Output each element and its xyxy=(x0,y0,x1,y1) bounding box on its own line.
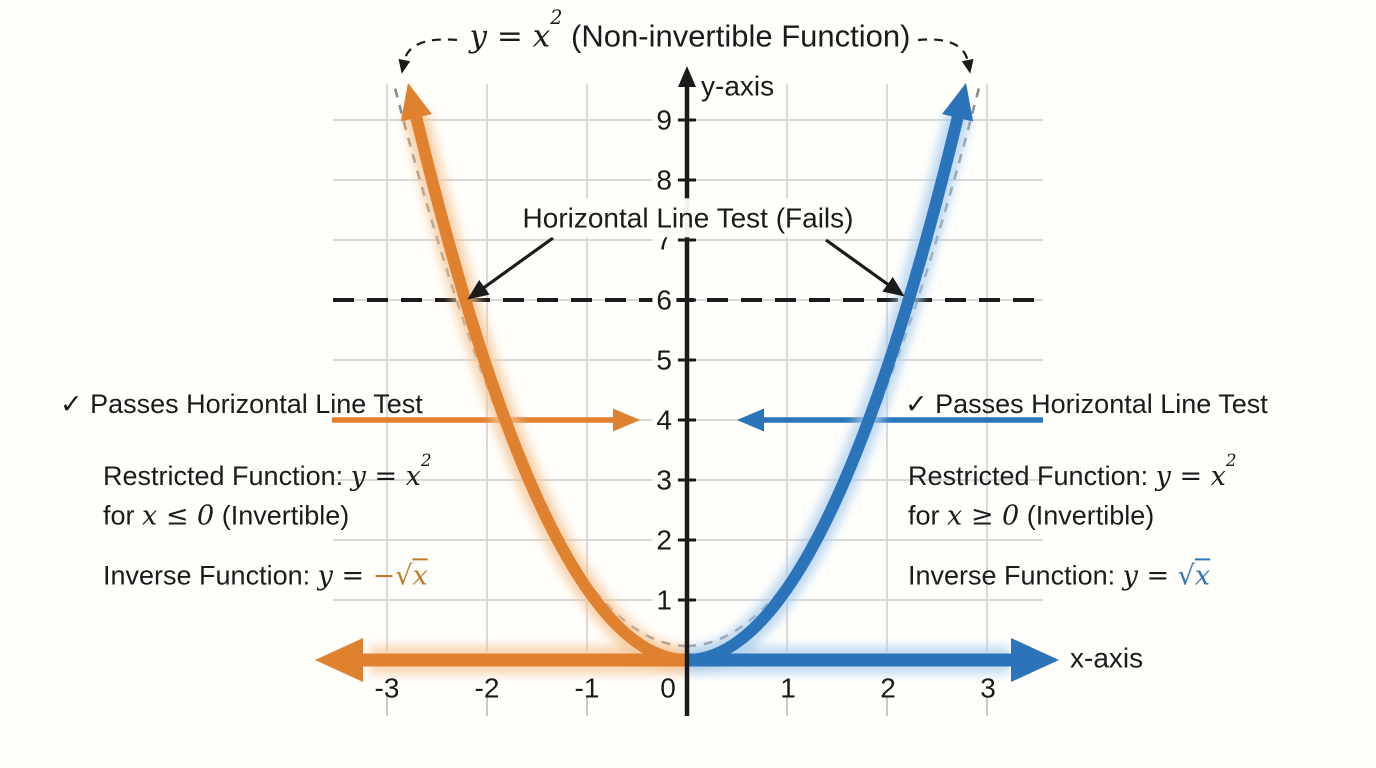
figure-title: y = x2 (Non-invertible Function) xyxy=(469,7,911,55)
y-axis-tick-marks xyxy=(678,118,696,602)
right-restricted-math: y = x xyxy=(1155,460,1226,492)
left-inverse-radicand: x xyxy=(412,560,428,592)
left-domain-prefix: for xyxy=(103,500,143,531)
y-tick-6: 6 xyxy=(652,284,676,316)
left-domain-math: x ≤ 0 xyxy=(142,500,215,532)
right-domain-suffix: (Invertible) xyxy=(1019,500,1155,531)
right-domain-math: x ≥ 0 xyxy=(947,500,1020,532)
y-tick-1: 1 xyxy=(652,584,676,616)
left-restricted-line: Restricted Function: y = x2 xyxy=(103,450,432,492)
left-inverse-line: Inverse Function: y = −√x xyxy=(103,560,428,591)
left-inverse-label: Inverse Function: xyxy=(103,560,318,591)
x-axis-label: x-axis xyxy=(1070,642,1144,674)
right-passes-label: ✓ Passes Horizontal Line Test xyxy=(905,388,1268,419)
y-tick-9: 9 xyxy=(652,104,676,136)
y-tick-8: 8 xyxy=(652,164,676,196)
right-inverse-line: Inverse Function: y = √x xyxy=(908,560,1210,591)
left-passes-label: ✓ Passes Horizontal Line Test xyxy=(60,388,423,419)
left-domain-suffix: (Invertible) xyxy=(214,500,350,531)
y-axis-label: y-axis xyxy=(701,70,775,102)
left-restricted-label: Restricted Function: xyxy=(103,460,351,491)
right-inverse-radicand: x xyxy=(1194,560,1211,592)
title-suffix: (Non-invertible Function) xyxy=(562,18,911,54)
right-domain-prefix: for xyxy=(908,500,948,531)
x-tick-neg3: -3 xyxy=(374,672,400,704)
hlt-pointer-arrow-right xyxy=(825,238,905,297)
left-inverse-math: y = xyxy=(317,560,373,592)
x-tick-3: 3 xyxy=(980,672,996,704)
left-restricted-math: y = x xyxy=(350,460,421,492)
title-arc-right xyxy=(917,38,974,74)
title-arc-left xyxy=(398,38,458,74)
right-domain-line: for x ≥ 0 (Invertible) xyxy=(908,500,1154,531)
y-tick-4: 4 xyxy=(652,404,676,436)
parabola-right-branch-blue xyxy=(686,82,974,666)
y-tick-3: 3 xyxy=(652,464,676,496)
title-exponent: 2 xyxy=(550,6,563,30)
right-restricted-label: Restricted Function: xyxy=(908,460,1156,491)
right-inverse-expression: √x xyxy=(1178,560,1210,591)
left-inverse-expression: −√x xyxy=(373,560,428,591)
hlt-label: Horizontal Line Test (Fails) xyxy=(512,198,864,238)
x-tick-neg1: -1 xyxy=(574,672,600,704)
x-tick-2: 2 xyxy=(880,672,896,704)
right-restricted-line: Restricted Function: y = x2 xyxy=(908,450,1237,492)
right-inverse-radical-sign: √ xyxy=(1177,560,1195,592)
left-inverse-radical-sign: −√ xyxy=(372,560,413,592)
hlt-pointer-arrow-left xyxy=(467,236,554,300)
parabola-left-branch-orange xyxy=(400,82,688,666)
left-domain-line: for x ≤ 0 (Invertible) xyxy=(103,500,349,531)
title-math: y = x xyxy=(469,18,551,55)
x-axis-under-ticks xyxy=(386,696,988,716)
y-tick-2: 2 xyxy=(652,524,676,556)
x-tick-0: 0 xyxy=(660,672,676,704)
x-tick-1: 1 xyxy=(780,672,796,704)
y-tick-5: 5 xyxy=(652,344,676,376)
right-inverse-label: Inverse Function: xyxy=(908,560,1123,591)
right-restricted-exponent: 2 xyxy=(1225,449,1237,470)
x-tick-neg2: -2 xyxy=(474,672,500,704)
left-restricted-exponent: 2 xyxy=(420,449,432,470)
right-inverse-math: y = xyxy=(1122,560,1178,592)
